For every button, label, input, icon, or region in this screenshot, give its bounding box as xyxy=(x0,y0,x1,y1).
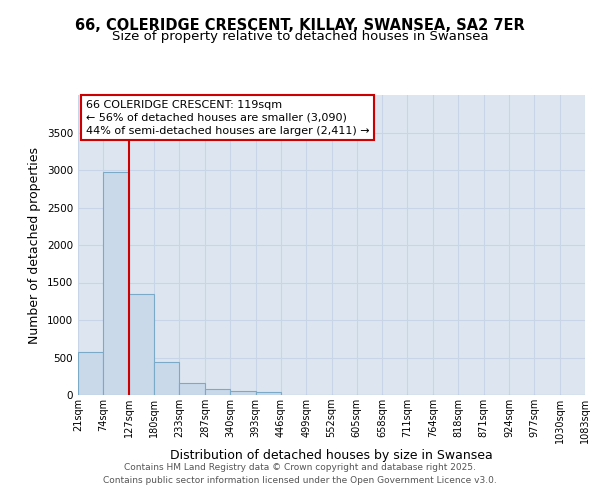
Text: 66, COLERIDGE CRESCENT, KILLAY, SWANSEA, SA2 7ER: 66, COLERIDGE CRESCENT, KILLAY, SWANSEA,… xyxy=(75,18,525,32)
Bar xyxy=(179,382,205,395)
Text: Size of property relative to detached houses in Swansea: Size of property relative to detached ho… xyxy=(112,30,488,43)
Text: 66 COLERIDGE CRESCENT: 119sqm
← 56% of detached houses are smaller (3,090)
44% o: 66 COLERIDGE CRESCENT: 119sqm ← 56% of d… xyxy=(86,100,369,136)
Text: Contains HM Land Registry data © Crown copyright and database right 2025.: Contains HM Land Registry data © Crown c… xyxy=(124,464,476,472)
Bar xyxy=(256,392,281,395)
Y-axis label: Number of detached properties: Number of detached properties xyxy=(28,146,41,344)
Bar xyxy=(78,352,103,395)
X-axis label: Distribution of detached houses by size in Swansea: Distribution of detached houses by size … xyxy=(170,448,493,462)
Bar xyxy=(154,362,179,395)
Bar xyxy=(205,389,230,395)
Text: Contains public sector information licensed under the Open Government Licence v3: Contains public sector information licen… xyxy=(103,476,497,485)
Bar xyxy=(128,294,154,395)
Bar xyxy=(230,391,256,395)
Bar xyxy=(103,172,128,395)
